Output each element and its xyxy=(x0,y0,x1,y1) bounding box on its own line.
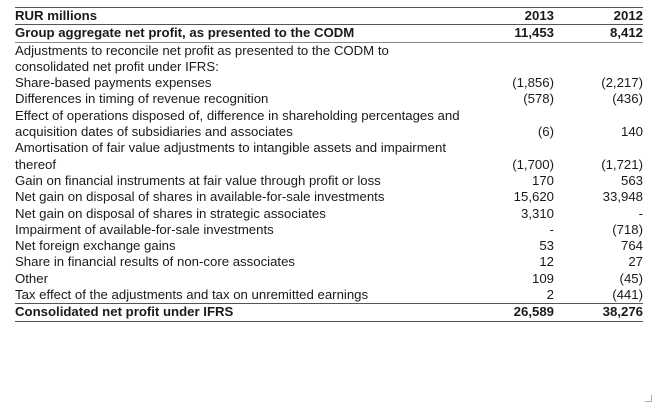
value-2012: 38,276 xyxy=(554,303,643,322)
profit-reconciliation-table: RUR millions 2013 2012 Group aggregate n… xyxy=(15,6,643,322)
value-2012: (1,721) xyxy=(601,156,643,172)
row-label: Gain on financial instruments at fair va… xyxy=(15,172,381,188)
header-year-2012: 2012 xyxy=(554,6,643,26)
header-row: RUR millions 2013 2012 xyxy=(15,6,643,26)
row-label: Net gain on disposal of shares in availa… xyxy=(15,189,385,205)
row-label: Differences in timing of revenue recogni… xyxy=(15,91,269,107)
row-label: Net gain on disposal of shares in strate… xyxy=(15,205,326,221)
value-2012: 33,948 xyxy=(602,189,643,205)
value-2013: 2 xyxy=(546,287,554,303)
value-2013 xyxy=(461,42,554,75)
value-2012: 8,412 xyxy=(554,24,643,43)
row-label: Impairment of available-for-sale investm… xyxy=(15,221,274,237)
table-row: Share in financial results of non-core a… xyxy=(15,254,643,270)
table-body: RUR millions 2013 2012 Group aggregate n… xyxy=(15,6,643,322)
value-2013: (6) xyxy=(537,124,554,140)
value-2012: (436) xyxy=(612,91,643,107)
value-2013: (1,700) xyxy=(512,156,554,172)
row-label: Tax effect of the adjustments and tax on… xyxy=(15,287,369,303)
value-2013: (1,856) xyxy=(512,75,554,91)
table-row: Share-based payments expenses (1,856) (2,2… xyxy=(15,75,643,91)
table-row: Differences in timing of revenue recogni… xyxy=(15,91,643,107)
table-row: Net foreign exchange gains 53 764 xyxy=(15,238,643,254)
row-label: Share-based payments expenses xyxy=(15,75,212,91)
table-row: Tax effect of the adjustments and tax on… xyxy=(15,287,643,304)
table-row: Adjustments to reconcile net profit as p… xyxy=(15,42,643,75)
value-2013: 53 xyxy=(539,238,554,254)
value-2013: 15,620 xyxy=(513,189,554,205)
value-2012: 563 xyxy=(620,172,643,188)
value-2012: (441) xyxy=(612,287,643,303)
row-label: Net foreign exchange gains xyxy=(15,238,176,254)
corner-mark-icon xyxy=(645,395,652,402)
value-2012: 140 xyxy=(620,124,643,140)
row-label: Effect of operations disposed of, differ… xyxy=(15,107,460,140)
table-row: Impairment of available-for-sale investm… xyxy=(15,222,643,238)
value-2013: - xyxy=(549,221,554,237)
value-2013: 3,310 xyxy=(520,205,554,221)
row-label: Share in financial results of non-core a… xyxy=(15,254,296,270)
table-row: Gain on financial instruments at fair va… xyxy=(15,173,643,189)
value-2013: 26,589 xyxy=(461,303,554,322)
value-2012: (718) xyxy=(612,221,643,237)
value-2013: (578) xyxy=(523,91,554,107)
total-row: Consolidated net profit under IFRS 26,589… xyxy=(15,303,643,322)
table-row: Amortisation of fair value adjustments t… xyxy=(15,140,643,173)
value-2012: (2,217) xyxy=(601,75,643,91)
row-label: Amortisation of fair value adjustments t… xyxy=(15,140,447,172)
value-2013: 170 xyxy=(531,172,554,188)
header-label: RUR millions xyxy=(15,6,461,26)
row-label: Other xyxy=(15,270,48,286)
table-row: Group aggregate net profit, as presented… xyxy=(15,24,643,43)
table-row: Net gain on disposal of shares in strate… xyxy=(15,206,643,222)
value-2013: 12 xyxy=(539,254,554,270)
row-label: Group aggregate net profit, as presented… xyxy=(15,24,461,43)
row-label: Consolidated net profit under IFRS xyxy=(15,303,461,322)
table-row: Net gain on disposal of shares in availa… xyxy=(15,189,643,205)
header-year-2013: 2013 xyxy=(461,6,554,26)
table-row: Effect of operations disposed of, differ… xyxy=(15,108,643,141)
table-row: Other 109 (45) xyxy=(15,271,643,287)
value-2013: 11,453 xyxy=(461,24,554,43)
value-2012: (45) xyxy=(619,270,643,286)
value-2012: 764 xyxy=(620,238,643,254)
value-2012 xyxy=(554,42,643,75)
value-2013: 109 xyxy=(531,270,554,286)
row-label: Adjustments to reconcile net profit as p… xyxy=(15,42,389,74)
value-2012: 27 xyxy=(628,254,643,270)
value-2012: - xyxy=(638,205,643,221)
